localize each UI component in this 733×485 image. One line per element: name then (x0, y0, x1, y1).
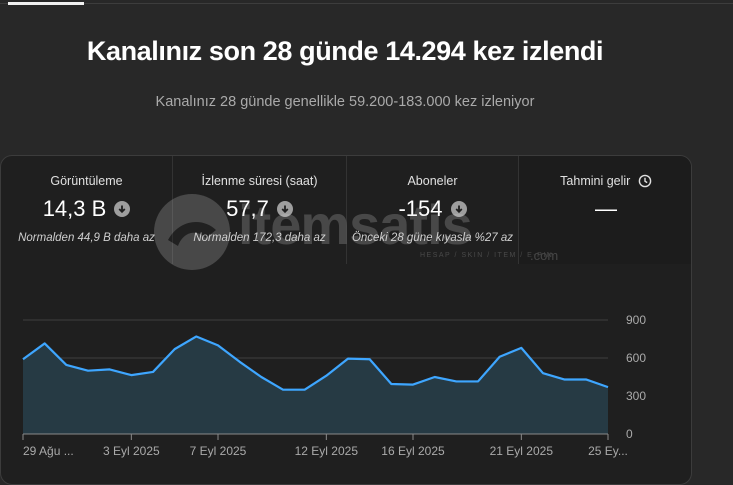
metric-value: — (595, 196, 617, 221)
metric-label: İzlenme süresi (saat) (201, 174, 318, 188)
arrow-down-icon (276, 201, 293, 217)
page-subtitle: Kanalınız 28 günde genellikle 59.200-183… (155, 94, 535, 110)
arrow-down-icon (450, 201, 467, 217)
y-tick-label: 300 (626, 389, 646, 403)
area-fill (23, 336, 608, 434)
metric-value: 57,7 (226, 196, 269, 221)
x-tick-label: 7 Eyl 2025 (190, 444, 247, 458)
x-tick-label: 12 Eyl 2025 (295, 444, 359, 458)
metric-tab-subscribers[interactable]: Aboneler -154 Önceki 28 güne kıyasla %27… (347, 156, 519, 264)
series-line (22, 335, 609, 391)
metric-note: Normalden 44,9 B daha az (18, 232, 155, 244)
y-tick-label: 600 (626, 351, 646, 365)
metric-note: Önceki 28 güne kıyasla %27 az (351, 232, 514, 244)
metric-label: Tahmini gelir (560, 174, 631, 188)
metric-tab-watch-time[interactable]: İzlenme süresi (saat) 57,7 Normalden 172… (173, 156, 347, 264)
metric-tab-revenue[interactable]: Tahmini gelir — (519, 156, 691, 264)
x-tick-label: 29 Ağu ... (23, 444, 74, 458)
x-tick-label: 3 Eyl 2025 (103, 444, 160, 458)
metric-label: Görüntüleme (50, 174, 123, 188)
clock-icon (638, 174, 652, 191)
metric-value: 14,3 B (42, 196, 107, 221)
tab-bar-divider (0, 3, 733, 4)
arrow-down-icon (114, 201, 131, 217)
y-tick-label: 0 (626, 427, 633, 441)
metric-tab-views[interactable]: Görüntüleme 14,3 B Normalden 44,9 B daha… (1, 156, 173, 264)
x-tick-label: 16 Eyl 2025 (381, 444, 445, 458)
active-tab-indicator[interactable] (8, 2, 84, 5)
metric-note: Normalden 172,3 daha az (193, 232, 326, 244)
x-tick-label: 21 Eyl 2025 (490, 444, 554, 458)
x-tick-label: 25 Ey... (588, 444, 628, 458)
metric-label: Aboneler (407, 174, 458, 188)
metric-tabs: Görüntüleme 14,3 B Normalden 44,9 B daha… (1, 156, 691, 264)
metric-value: -154 (398, 196, 443, 221)
page-title: Kanalınız son 28 günde 14.294 kez izlend… (86, 36, 604, 66)
y-tick-label: 900 (626, 313, 646, 327)
metric-label-row: Tahmini gelir (519, 174, 691, 191)
views-chart: 0 300 600 900 29 Ağu ... 3 Eyl 2025 7 Eyl 2025… (22, 313, 646, 458)
